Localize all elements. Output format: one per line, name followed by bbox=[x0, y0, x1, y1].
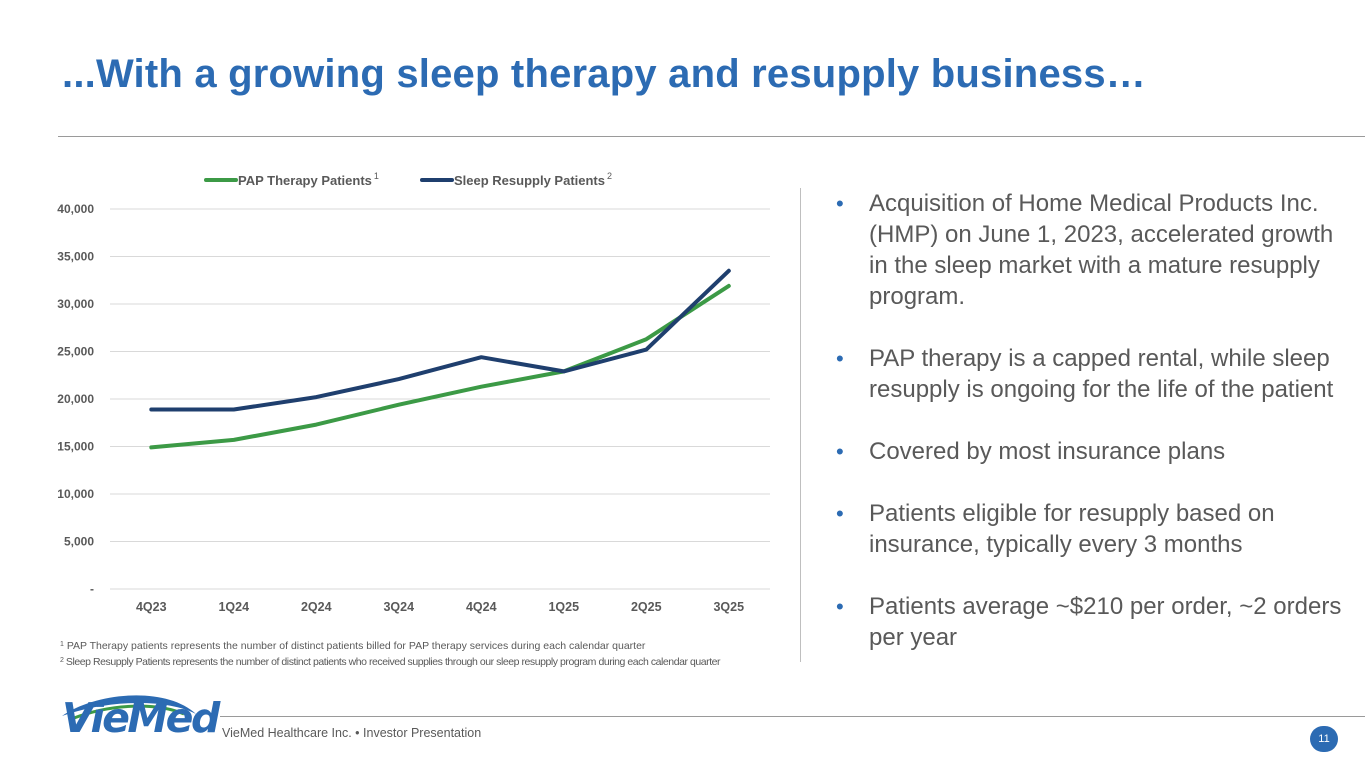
footer-text: VieMed Healthcare Inc. • Investor Presen… bbox=[222, 726, 482, 740]
bullet-item: • Acquisition of Home Medical Products In… bbox=[836, 190, 1334, 310]
y-tick-label: 15,000 bbox=[57, 440, 94, 454]
x-tick-label: 2Q24 bbox=[301, 600, 332, 614]
footnote-1: 1 PAP Therapy patients represents the nu… bbox=[60, 640, 646, 652]
x-tick-label: 2Q25 bbox=[631, 600, 662, 614]
bullet-dot-icon: • bbox=[836, 346, 844, 371]
bullet-dot-icon: • bbox=[836, 191, 844, 216]
x-tick-label: 4Q23 bbox=[136, 600, 167, 614]
bullet-item: • PAP therapy is a capped rental, while s… bbox=[836, 345, 1334, 403]
y-tick-label: 20,000 bbox=[57, 392, 94, 406]
y-tick-label: 10,000 bbox=[57, 487, 94, 501]
viemed-logo: VieMed bbox=[56, 690, 220, 750]
x-tick-label: 3Q24 bbox=[383, 600, 414, 614]
line-chart: - 5,000 10,000 15,000 20,000 25,000 30,000 35,0… bbox=[57, 171, 770, 614]
bullet-dot-icon: • bbox=[836, 439, 844, 464]
footer-divider bbox=[220, 716, 1365, 717]
bullet-item: • Patients eligible for resupply based on… bbox=[836, 500, 1275, 558]
page-number: 11 bbox=[1310, 726, 1338, 752]
legend-label: PAP Therapy Patients bbox=[238, 173, 372, 188]
y-tick-label: 25,000 bbox=[57, 345, 94, 359]
bullet-list: • Acquisition of Home Medical Products In… bbox=[836, 188, 1346, 684]
legend-label: Sleep Resupply Patients bbox=[454, 173, 605, 188]
bullet-item: • Covered by most insurance plans bbox=[836, 438, 1226, 465]
bullet-dot-icon: • bbox=[836, 501, 844, 526]
y-tick-label: - bbox=[90, 582, 94, 596]
x-tick-label: 1Q24 bbox=[218, 600, 249, 614]
y-tick-label: 35,000 bbox=[57, 250, 94, 264]
y-tick-label: 40,000 bbox=[57, 202, 94, 216]
x-tick-label: 4Q24 bbox=[466, 600, 497, 614]
footnote-2: 2 Sleep Resupply Patients represents the… bbox=[60, 656, 721, 668]
pap-therapy-line bbox=[149, 283, 731, 450]
bullet-dot-icon: • bbox=[836, 594, 844, 619]
legend-note: 2 bbox=[607, 171, 612, 181]
x-tick-label: 3Q25 bbox=[713, 600, 744, 614]
y-tick-label: 30,000 bbox=[57, 297, 94, 311]
x-tick-label: 1Q25 bbox=[548, 600, 579, 614]
y-tick-label: 5,000 bbox=[64, 535, 94, 549]
sleep-resupply-line bbox=[149, 268, 731, 412]
title-divider bbox=[58, 136, 1365, 137]
page-title: ...With a growing sleep therapy and resu… bbox=[62, 52, 1146, 96]
bullet-item: • Patients average ~$210 per order, ~2 or… bbox=[836, 593, 1342, 651]
legend-note: 1 bbox=[374, 171, 379, 181]
vertical-divider bbox=[800, 188, 801, 662]
chart-footnotes: 1 PAP Therapy patients represents the nu… bbox=[60, 638, 780, 670]
logo-swoosh-icon bbox=[62, 695, 196, 720]
